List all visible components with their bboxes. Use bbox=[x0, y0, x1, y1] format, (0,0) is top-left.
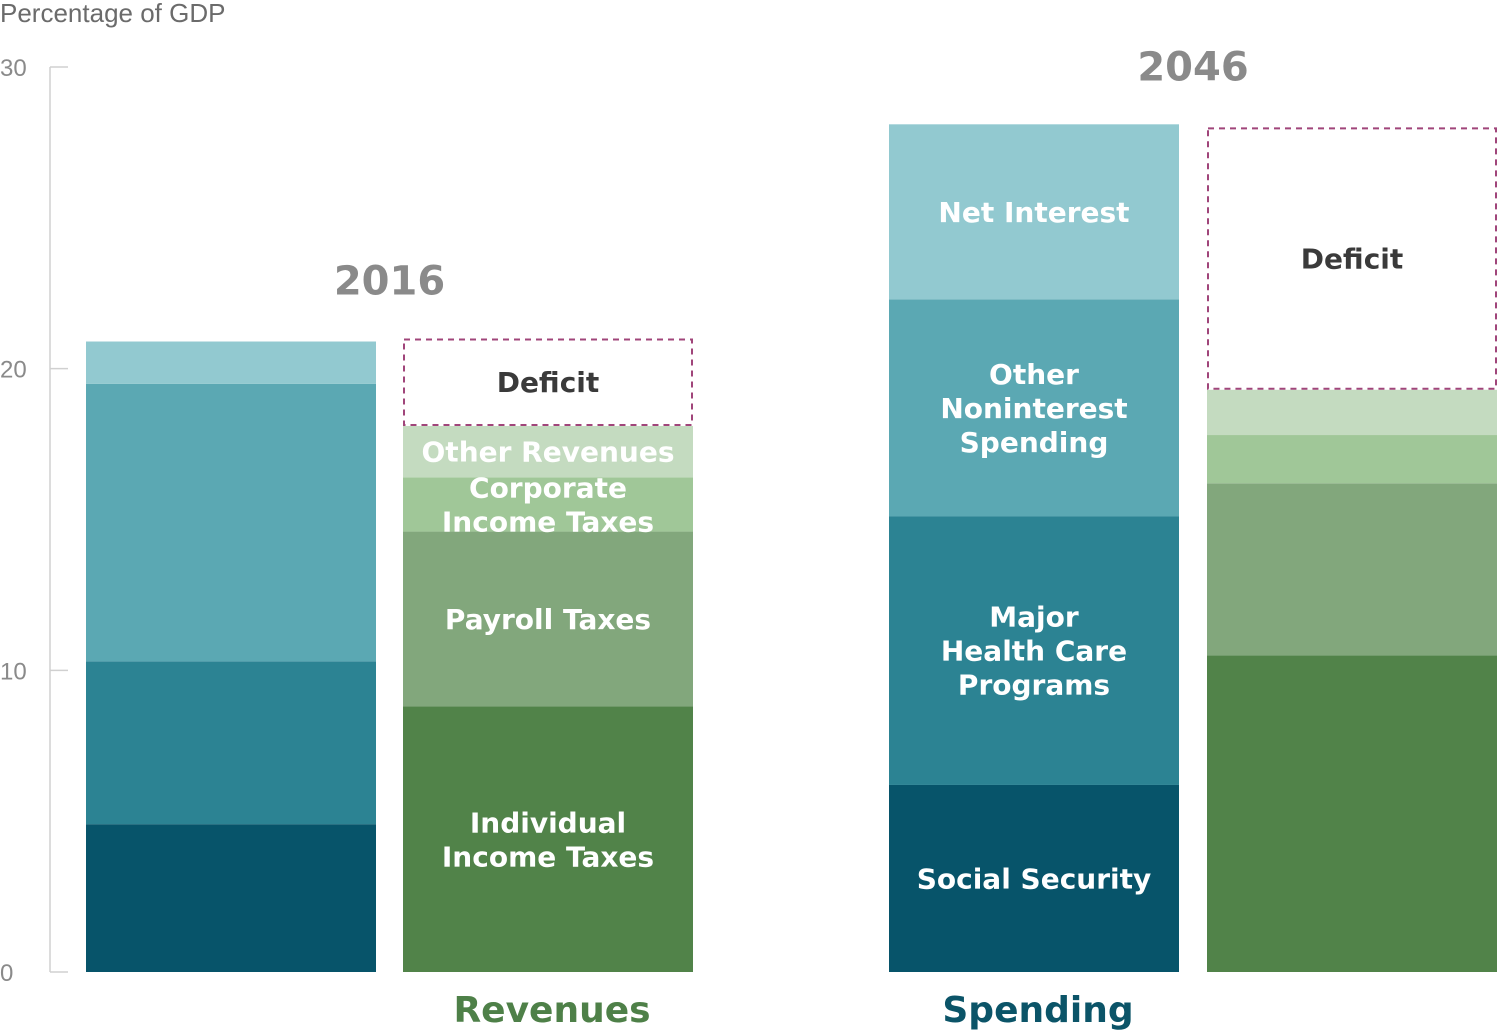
bar-segment-2046-revenues-other-revenues bbox=[1207, 389, 1497, 436]
bar-segment-2046-spending-social-security bbox=[889, 784, 1179, 972]
bar-segment-2046-spending-other-noninterest-spending bbox=[889, 299, 1179, 517]
segment-label-2046-other-noninterest-spending: Spending bbox=[960, 426, 1109, 459]
bar-segment-2016-revenues-other-revenues bbox=[403, 425, 693, 478]
y-tick-label: 30 bbox=[0, 55, 27, 82]
segment-label-2016-other-revenues: Other Revenues bbox=[422, 436, 675, 469]
bar-segment-2016-spending-major-health-care-programs bbox=[86, 661, 376, 825]
bar-segment-2016-spending-net-interest bbox=[86, 341, 376, 384]
segment-label-2046-major-health-care-programs: Programs bbox=[958, 669, 1110, 702]
y-axis-label: Percentage of GDP bbox=[0, 0, 225, 28]
category-label-revenues: Revenues bbox=[453, 990, 650, 1031]
segment-label-2016-corporate-income-taxes: Income Taxes bbox=[442, 505, 654, 538]
segment-label-2046-major-health-care-programs: Health Care bbox=[941, 635, 1127, 668]
y-tick-label: 0 bbox=[0, 960, 13, 987]
segment-label-2016-payroll-taxes: Payroll Taxes bbox=[445, 603, 651, 636]
y-axis: 0 10 20 30 bbox=[0, 55, 68, 987]
category-labels: Revenues Spending bbox=[453, 990, 1133, 1031]
bar-segment-2046-spending-major-health-care-programs bbox=[889, 516, 1179, 785]
bar-segment-2016-revenues-deficit bbox=[403, 338, 693, 426]
segment-label-2016-corporate-income-taxes: Corporate bbox=[469, 471, 627, 504]
segment-label-2046-social-security: Social Security bbox=[917, 862, 1152, 895]
year-label-2046: 2046 bbox=[1137, 44, 1248, 90]
bars bbox=[86, 124, 1497, 972]
segment-label-2016-deficit: Deficit bbox=[497, 366, 600, 399]
year-labels: 2016 2046 bbox=[334, 44, 1249, 304]
bar-segment-2016-revenues-payroll-taxes bbox=[403, 531, 693, 707]
bar-segment-2046-revenues-individual-income-taxes bbox=[1207, 655, 1497, 972]
segment-label-2016-individual-income-taxes: Individual bbox=[470, 806, 626, 839]
category-label-spending: Spending bbox=[942, 990, 1133, 1031]
segment-label-2046-other-noninterest-spending: Other bbox=[989, 358, 1079, 391]
segment-label-2046-deficit: Deficit bbox=[1301, 243, 1404, 276]
y-tick-label: 10 bbox=[0, 658, 27, 685]
bar-segment-2016-revenues-corporate-income-taxes bbox=[403, 477, 693, 532]
bar-segment-2016-spending-social-security bbox=[86, 824, 376, 972]
segment-label-2046-major-health-care-programs: Major bbox=[989, 601, 1079, 634]
segment-label-2046-other-noninterest-spending: Noninterest bbox=[940, 392, 1127, 425]
segment-label-2046-net-interest: Net Interest bbox=[938, 196, 1129, 229]
year-label-2016: 2016 bbox=[334, 259, 445, 305]
segment-label-2016-individual-income-taxes: Income Taxes bbox=[442, 840, 654, 873]
bar-segment-2016-spending-other-noninterest-spending bbox=[86, 383, 376, 662]
bar-segment-2046-revenues-corporate-income-taxes bbox=[1207, 435, 1497, 484]
bar-segment-2016-revenues-individual-income-taxes bbox=[403, 706, 693, 972]
bar-segment-2046-revenues-deficit bbox=[1207, 127, 1497, 390]
y-tick-label: 20 bbox=[0, 357, 27, 384]
bar-segment-2046-revenues-payroll-taxes bbox=[1207, 483, 1497, 656]
bar-segment-2046-spending-net-interest bbox=[889, 124, 1179, 300]
